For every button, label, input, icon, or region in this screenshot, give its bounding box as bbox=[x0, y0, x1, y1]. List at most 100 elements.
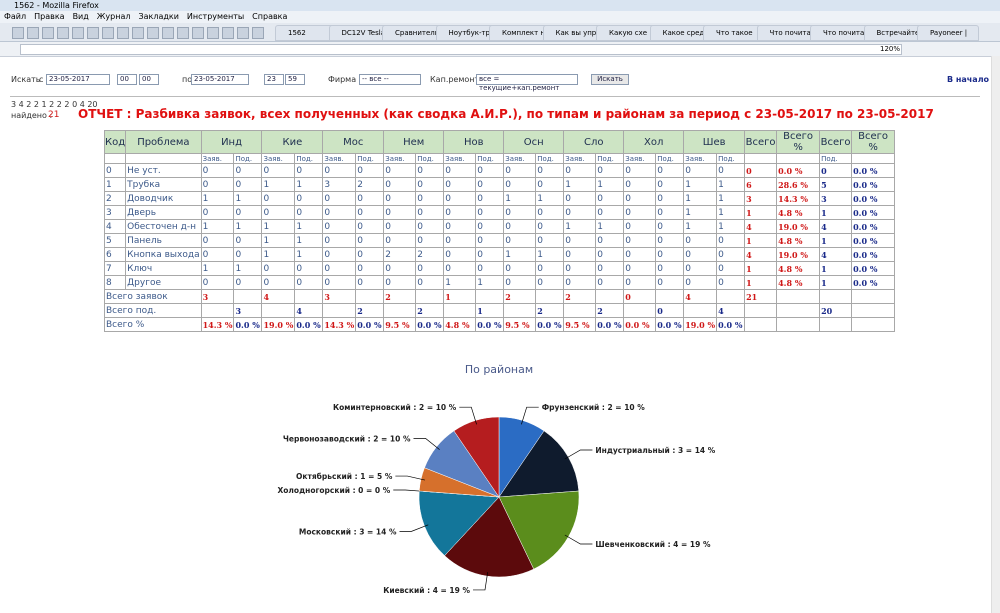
toolbar-icon[interactable] bbox=[237, 27, 249, 39]
toolbar-icon[interactable] bbox=[117, 27, 129, 39]
toolbar-icon[interactable] bbox=[57, 27, 69, 39]
cell: 2 bbox=[535, 303, 565, 318]
found-count: 21 bbox=[48, 110, 60, 120]
cell: 3 bbox=[103, 205, 127, 220]
cell bbox=[851, 317, 896, 332]
cell: 0 bbox=[819, 163, 853, 178]
menu-item[interactable]: Файл bbox=[4, 12, 27, 21]
hour-select[interactable]: 23 bbox=[264, 74, 284, 85]
toolbar-icon[interactable] bbox=[162, 27, 174, 39]
cell: 4.8 % bbox=[776, 233, 821, 248]
cell: 0 bbox=[655, 261, 685, 276]
cell: 0.0 % bbox=[776, 163, 821, 178]
toolbar-icon[interactable] bbox=[177, 27, 189, 39]
menu-item[interactable]: Правка bbox=[34, 12, 65, 21]
menu-item[interactable]: Справка bbox=[252, 12, 288, 21]
report-table: Код Проблема Инд Кие Мос Нем Нов Осн Сло Хол Шев Вс… bbox=[103, 130, 896, 332]
subheader-cell: Заяв. bbox=[200, 153, 235, 164]
cell: 0 bbox=[200, 233, 235, 248]
cell: 0.0 % bbox=[535, 317, 565, 332]
cell: 2 bbox=[503, 289, 537, 304]
cell: 0 bbox=[503, 261, 537, 276]
cell: 0 bbox=[563, 247, 597, 262]
tab[interactable]: Что такое bbox=[703, 25, 765, 41]
cell: 1 bbox=[103, 177, 127, 192]
data-row: 4 Обесточен д-н 1 1 1 1 0 0 0 0 0 0 0 0 1 1 0 0 1 1 4 19.0 % 4… bbox=[103, 219, 896, 234]
slice-label: Киевский : 4 = 19 % bbox=[383, 586, 470, 595]
cell: 0 bbox=[683, 261, 718, 276]
toolbar-icon[interactable] bbox=[132, 27, 144, 39]
cell: 3 bbox=[233, 303, 263, 318]
cell: 0 bbox=[623, 233, 657, 248]
url-field[interactable] bbox=[20, 44, 902, 55]
zoom[interactable]: 120% bbox=[880, 45, 901, 53]
toolbar-icon[interactable] bbox=[27, 27, 39, 39]
cell bbox=[776, 289, 821, 304]
cell bbox=[851, 289, 896, 304]
scrollbar[interactable] bbox=[991, 56, 1000, 613]
search-button[interactable]: Искать bbox=[591, 74, 629, 85]
cell: 0 bbox=[503, 233, 537, 248]
cell: 0 bbox=[563, 163, 597, 178]
slice-label: Холодногорский : 0 = 0 % bbox=[278, 486, 391, 495]
cell: 1 bbox=[200, 261, 235, 276]
toolbar-icon[interactable] bbox=[252, 27, 264, 39]
header-cell: Проблема bbox=[125, 130, 202, 154]
subheader-cell: Заяв. bbox=[261, 153, 296, 164]
cell: 0 bbox=[443, 205, 477, 220]
subheader-cell: Заяв. bbox=[563, 153, 597, 164]
toolbar-icon[interactable] bbox=[72, 27, 84, 39]
menu-item[interactable]: Закладки bbox=[138, 12, 179, 21]
cell: 1 bbox=[716, 191, 746, 206]
cell bbox=[261, 303, 296, 318]
home-link[interactable]: В начало bbox=[947, 75, 990, 84]
subheader-cell: Под. bbox=[716, 153, 746, 164]
minute-select[interactable]: 00 bbox=[139, 74, 159, 85]
cell: 0 bbox=[475, 247, 505, 262]
toolbar-icon[interactable] bbox=[12, 27, 24, 39]
tab[interactable]: Payoneer | bbox=[917, 25, 979, 41]
menu-item[interactable]: Вид bbox=[72, 12, 89, 21]
toolbar-icon[interactable] bbox=[192, 27, 204, 39]
toolbar-icon[interactable] bbox=[222, 27, 234, 39]
date-input[interactable]: 23-05-2017 bbox=[46, 74, 110, 85]
cell: 0 bbox=[443, 247, 477, 262]
cell: 0 bbox=[475, 163, 505, 178]
tab[interactable]: Что почита bbox=[756, 25, 819, 41]
toolbar-icon[interactable] bbox=[207, 27, 219, 39]
toolbar-icon[interactable] bbox=[42, 27, 54, 39]
cell: 0.0 % bbox=[851, 275, 896, 290]
hour-select[interactable]: 00 bbox=[117, 74, 137, 85]
cell: 28.6 % bbox=[776, 177, 821, 192]
cell: 1 bbox=[683, 219, 718, 234]
toolbar-icon[interactable] bbox=[147, 27, 159, 39]
toolbar-icon[interactable] bbox=[102, 27, 114, 39]
header-cell: Сло bbox=[563, 130, 625, 154]
cell: 0 bbox=[716, 275, 746, 290]
cell: 1 bbox=[744, 205, 778, 220]
date-input[interactable]: 23-05-2017 bbox=[191, 74, 249, 85]
menu-item[interactable]: Журнал bbox=[96, 12, 131, 21]
minute-select[interactable]: 59 bbox=[285, 74, 305, 85]
tab[interactable]: 1562 bbox=[275, 25, 337, 41]
tab[interactable]: Какое сред bbox=[649, 25, 712, 41]
cell bbox=[125, 153, 202, 164]
cell: 1 bbox=[744, 261, 778, 276]
cell bbox=[103, 153, 127, 164]
firm-select[interactable]: -- все -- bbox=[359, 74, 421, 85]
cell: 0 bbox=[623, 289, 657, 304]
tab[interactable]: Комплект н bbox=[489, 25, 551, 41]
repair-select[interactable]: все = текущие+кап.ремонт bbox=[476, 74, 578, 92]
cell: 21 bbox=[744, 289, 778, 304]
cell: 0 bbox=[200, 163, 235, 178]
tab[interactable]: Сравнитель bbox=[382, 25, 444, 41]
toolbar-icon[interactable] bbox=[87, 27, 99, 39]
found-label: найдено : bbox=[11, 111, 53, 120]
tab[interactable]: Что почита bbox=[810, 25, 872, 41]
menu-item[interactable]: Инструменты bbox=[186, 12, 245, 21]
cell: 1 bbox=[261, 233, 296, 248]
cell: 0.0 % bbox=[851, 191, 896, 206]
cell bbox=[776, 153, 821, 164]
cell: 0 bbox=[261, 205, 296, 220]
tab[interactable]: Какую схе bbox=[596, 25, 658, 41]
